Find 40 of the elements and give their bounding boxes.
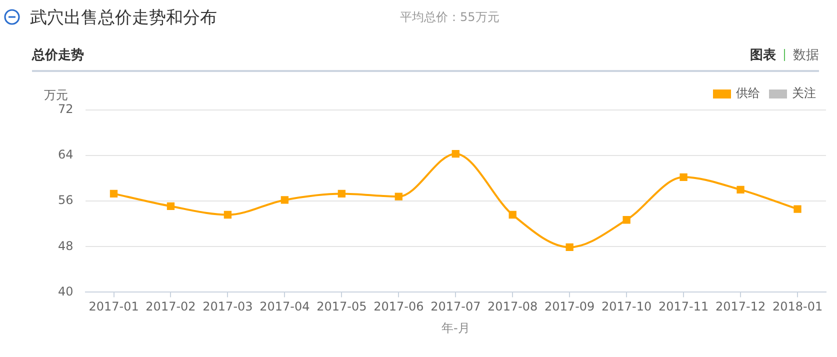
point (338, 190, 346, 198)
point (680, 173, 688, 182)
x-tick-label: 2017-01 (88, 300, 139, 314)
x-tick-label: 2017-05 (316, 300, 367, 314)
y-tick-label: 64 (58, 148, 74, 162)
text: 数据 (793, 48, 819, 63)
text: 总价走势 (32, 47, 84, 64)
x-axis-title: 年-月 (441, 320, 470, 335)
y-tick-label: 40 (58, 284, 74, 298)
point (736, 186, 744, 194)
y-axis-title: 万元 (44, 88, 68, 102)
legend-label: 关注 (792, 86, 816, 100)
x-tick-label: 2017-06 (374, 300, 424, 314)
y-tick-label: 48 (58, 238, 74, 253)
x-tick-label: 2017-02 (146, 300, 196, 314)
point (508, 210, 516, 219)
legend-label: 供给 (736, 86, 760, 100)
x-tick-label: 2018-01 (772, 300, 823, 314)
x-tick-label: 2017-07 (430, 300, 481, 314)
point (224, 210, 232, 219)
x-tick-label: 2017-11 (658, 300, 709, 314)
point (794, 205, 802, 213)
chart-title: 武穴出售总价走势和分布 (30, 6, 218, 28)
point (622, 216, 630, 224)
point (280, 196, 289, 204)
y-tick-label: 72 (58, 102, 74, 116)
x-tick-label: 2017-12 (715, 300, 766, 314)
y-tick-label: 56 (58, 193, 74, 208)
x-tick-label: 2017-08 (488, 300, 538, 314)
x-tick-label: 2017-03 (202, 300, 253, 314)
point (566, 243, 574, 252)
x-tick-label: 2017-10 (602, 300, 652, 314)
point (110, 190, 118, 198)
point (166, 202, 175, 210)
point (452, 150, 460, 158)
x-tick-label: 2017-04 (260, 300, 310, 314)
point (394, 192, 402, 200)
chart-subtitle: 平均总价：55万元 (400, 8, 500, 26)
text: 图表 (750, 48, 776, 63)
x-tick-label: 2017-09 (544, 300, 595, 314)
